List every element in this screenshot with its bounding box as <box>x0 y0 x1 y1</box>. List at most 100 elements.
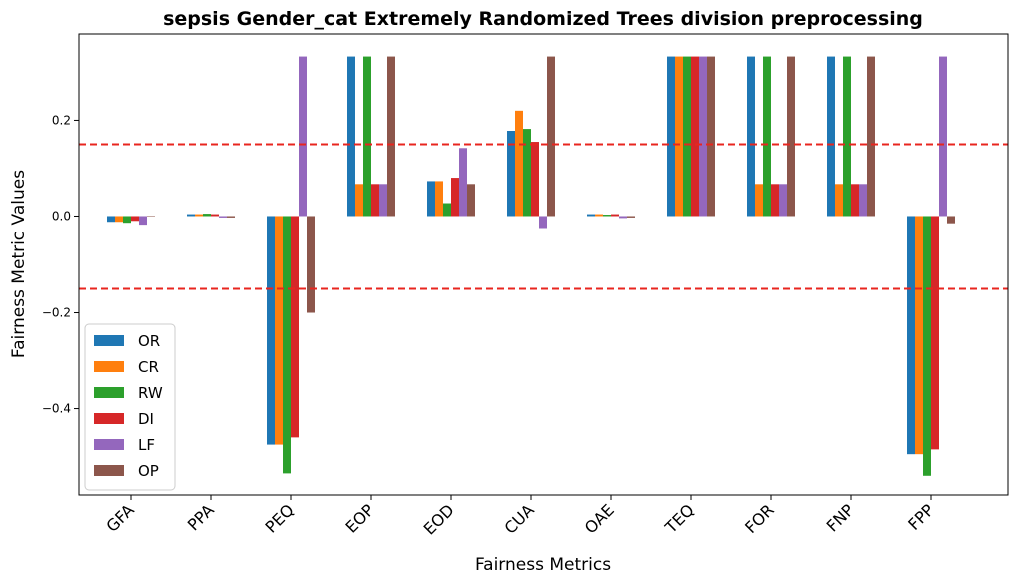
x-tick-label: PPA <box>184 500 218 534</box>
legend-item-rw: RW <box>94 384 163 402</box>
bar-op-teq <box>707 56 715 217</box>
x-tick-label: OAE <box>581 500 618 537</box>
legend-swatch <box>94 465 124 476</box>
legend-item-cr: CR <box>94 358 159 376</box>
bar-op-fnp <box>867 56 875 217</box>
bar-op-ppa <box>227 216 235 218</box>
bar-rw-oae <box>603 215 611 217</box>
bar-rw-ppa <box>203 214 211 217</box>
bar-cr-peq <box>275 216 283 445</box>
bar-or-ppa <box>187 214 195 217</box>
bar-di-fpp <box>931 216 939 450</box>
x-tick-label: FNP <box>823 500 858 535</box>
series-cr <box>115 56 923 455</box>
legend-label: DI <box>138 410 154 428</box>
bar-cr-eop <box>355 184 363 217</box>
series-or <box>107 56 915 455</box>
bar-or-for <box>747 56 755 217</box>
bar-op-eod <box>467 184 475 217</box>
bar-op-peq <box>307 216 315 313</box>
bar-op-fpp <box>947 216 955 224</box>
bar-rw-teq <box>683 56 691 217</box>
legend-label: OR <box>138 332 160 350</box>
legend-item-di: DI <box>94 410 154 428</box>
bar-rw-eod <box>443 203 451 217</box>
bar-lf-oae <box>619 216 627 219</box>
bar-lf-fpp <box>939 56 947 217</box>
chart-title: sepsis Gender_cat Extremely Randomized T… <box>163 8 923 30</box>
bar-rw-gfa <box>123 216 131 224</box>
bar-op-oae <box>627 216 635 218</box>
bar-rw-peq <box>283 216 291 474</box>
legend: OR CR RW DI LF OP <box>84 323 176 491</box>
bar-cr-fnp <box>835 184 843 217</box>
series-op <box>147 56 955 313</box>
bar-rw-cua <box>523 129 531 217</box>
x-tick-label: TEQ <box>661 500 698 537</box>
bar-cr-teq <box>675 56 683 217</box>
x-tick-label: PEQ <box>262 500 298 536</box>
bar-rw-eop <box>363 56 371 217</box>
bar-lf-for <box>779 184 787 217</box>
bar-cr-ppa <box>195 214 203 217</box>
x-axis-label: Fairness Metrics <box>475 555 611 575</box>
x-tick-label: FOR <box>741 500 778 537</box>
y-tick-label: 0.0 <box>52 209 71 223</box>
bar-lf-peq <box>299 56 307 217</box>
bar-di-gfa <box>131 216 139 222</box>
bar-cr-fpp <box>915 216 923 455</box>
x-tick-label: EOD <box>420 500 458 538</box>
bar-rw-for <box>763 56 771 217</box>
legend-item-or: OR <box>94 332 160 350</box>
bar-cr-for <box>755 184 763 217</box>
x-tick-label: FPP <box>904 500 938 534</box>
bar-op-for <box>787 56 795 217</box>
bar-rw-fnp <box>843 56 851 217</box>
series-di <box>131 56 939 450</box>
legend-label: CR <box>138 358 159 376</box>
bar-op-eop <box>387 56 395 217</box>
bar-lf-cua <box>539 216 547 229</box>
bar-di-ppa <box>211 214 219 217</box>
plot-frame <box>78 33 1009 496</box>
y-tick-label: 0.2 <box>52 113 71 127</box>
bar-lf-eop <box>379 184 387 217</box>
bar-cr-oae <box>595 214 603 217</box>
bar-di-cua <box>531 142 539 217</box>
bar-lf-gfa <box>139 216 147 226</box>
bar-di-peq <box>291 216 299 438</box>
bar-rw-fpp <box>923 216 931 476</box>
y-tick-label: −0.4 <box>42 402 71 416</box>
bar-or-eod <box>427 181 435 217</box>
bar-or-fpp <box>907 216 915 455</box>
legend-label: RW <box>138 384 163 402</box>
bar-di-eod <box>451 178 459 217</box>
bar-or-gfa <box>107 216 115 223</box>
legend-swatch <box>94 413 124 424</box>
bar-op-cua <box>547 56 555 217</box>
bar-di-fnp <box>851 184 859 217</box>
bar-or-teq <box>667 56 675 217</box>
bar-cr-gfa <box>115 216 123 223</box>
bar-di-eop <box>371 184 379 217</box>
bar-or-oae <box>587 214 595 217</box>
bar-lf-ppa <box>219 216 227 218</box>
series-lf <box>139 56 947 229</box>
legend-item-lf: LF <box>94 436 155 454</box>
bar-lf-eod <box>459 148 467 217</box>
legend-label: LF <box>138 436 155 454</box>
plot-area <box>79 56 1008 476</box>
bar-or-fnp <box>827 56 835 217</box>
series-rw <box>123 56 931 476</box>
legend-label: OP <box>138 462 159 480</box>
x-tick-label: GFA <box>102 500 137 535</box>
y-axis: −0.4 −0.2 0.0 0.2 <box>42 113 79 416</box>
bar-cr-cua <box>515 110 523 217</box>
bar-di-teq <box>691 56 699 217</box>
legend-swatch <box>94 335 124 346</box>
legend-swatch <box>94 387 124 398</box>
bar-di-for <box>771 184 779 217</box>
x-tick-label: CUA <box>500 500 537 537</box>
bar-lf-fnp <box>859 184 867 217</box>
